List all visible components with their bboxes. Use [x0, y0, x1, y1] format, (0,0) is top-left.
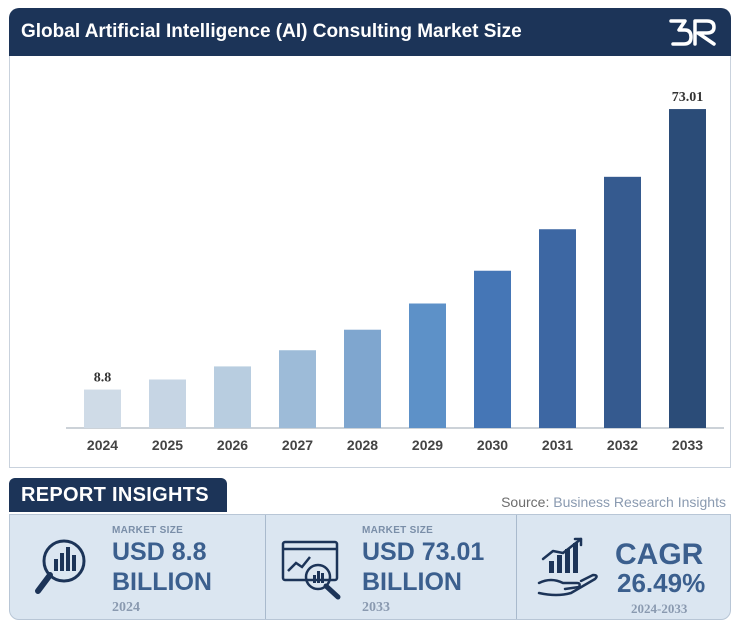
- card-label: MARKET SIZE: [362, 525, 434, 536]
- bar-2027: [279, 350, 316, 428]
- x-tick-label-2028: 2028: [347, 437, 378, 453]
- x-tick-label-2024: 2024: [87, 437, 118, 453]
- card-year: 2024: [112, 600, 140, 615]
- bar-2029: [409, 303, 446, 428]
- data-label-2024: 8.8: [94, 371, 112, 386]
- card-value-line2: BILLION: [362, 568, 462, 596]
- magnifier-chart-icon: [35, 539, 86, 594]
- bar-2026: [214, 366, 251, 428]
- bar-2033: [669, 109, 706, 428]
- insight-cards: MARKET SIZE USD 8.8 BILLION 2024 MARKET …: [9, 514, 731, 620]
- x-tick-label-2025: 2025: [152, 437, 183, 453]
- bar-2032: [604, 176, 641, 428]
- insight-card-market-size-2033: MARKET SIZE USD 73.01 BILLION 2033: [265, 515, 517, 619]
- chart-area: 2024 8.8 2025 2026 2027 2028 2029 2030 2031 2032 2…: [9, 56, 731, 468]
- source-label: Source:: [501, 494, 550, 510]
- bar-chart: 2024 8.8 2025 2026 2027 2028 2029 2030 2031 2032 2…: [66, 90, 724, 453]
- chart-header: Global Artificial Intelligence (AI) Cons…: [9, 8, 731, 56]
- card-value-line2: BILLION: [112, 568, 212, 596]
- card-year: 2024-2033: [631, 601, 688, 616]
- brand-logo-icon: [669, 19, 716, 46]
- bar-2025: [149, 379, 186, 428]
- data-label-2033: 73.01: [672, 90, 704, 105]
- bar-2030: [474, 270, 511, 428]
- insight-card-market-size-2024: MARKET SIZE USD 8.8 BILLION 2024: [10, 515, 265, 619]
- hand-growth-icon: [537, 537, 598, 597]
- source-value: Business Research Insights: [553, 494, 726, 510]
- monitor-analysis-icon: [281, 540, 341, 600]
- chart-title: Global Artificial Intelligence (AI) Cons…: [21, 21, 522, 42]
- x-tick-label-2027: 2027: [282, 437, 313, 453]
- bar-2028: [344, 329, 381, 428]
- source-note: Source: Business Research Insights: [501, 494, 726, 510]
- x-tick-label-2031: 2031: [542, 437, 573, 453]
- x-tick-label-2033: 2033: [672, 437, 703, 453]
- report-insights-label: REPORT INSIGHTS: [21, 484, 209, 506]
- card-value-line1: CAGR: [615, 538, 704, 571]
- x-tick-label-2026: 2026: [217, 437, 248, 453]
- report-insights-tag: REPORT INSIGHTS: [9, 478, 227, 512]
- card-value-line1: USD 8.8: [112, 538, 207, 566]
- insight-card-cagr: CAGR 26.49% 2024-2033: [516, 515, 731, 619]
- x-tick-label-2032: 2032: [607, 437, 638, 453]
- card-value-line2: 26.49%: [617, 568, 706, 598]
- bar-2031: [539, 229, 576, 428]
- bar-2024: [84, 389, 121, 428]
- card-year: 2033: [362, 600, 390, 615]
- card-value-line1: USD 73.01: [362, 538, 485, 566]
- x-tick-label-2030: 2030: [477, 437, 508, 453]
- card-label: MARKET SIZE: [112, 525, 184, 536]
- x-tick-label-2029: 2029: [412, 437, 443, 453]
